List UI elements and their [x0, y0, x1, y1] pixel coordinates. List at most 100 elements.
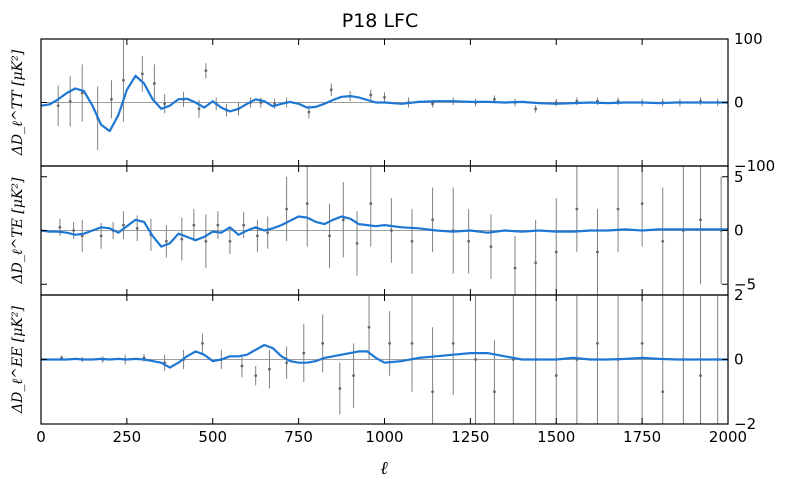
data-point: [489, 245, 493, 249]
data-point: [493, 97, 496, 101]
errorbar-group: [56, 39, 720, 151]
data-point: [575, 207, 579, 211]
data-point: [152, 82, 156, 85]
data-point: [367, 325, 371, 329]
data-point: [110, 97, 113, 101]
data-point: [355, 242, 359, 245]
x-tick-label: 250: [113, 428, 142, 446]
data-point: [554, 374, 558, 378]
data-point: [197, 107, 201, 111]
data-point: [328, 234, 331, 238]
data-point: [389, 229, 393, 232]
data-point: [285, 361, 289, 365]
data-point: [596, 250, 599, 254]
x-axis-label: ℓ: [380, 458, 388, 479]
data-point: [58, 225, 62, 229]
panel-ee: −2 0 2 ΔD_ℓ^EE [μK²]: [10, 286, 756, 433]
data-point: [307, 110, 311, 114]
data-point: [259, 101, 263, 104]
data-point: [242, 223, 246, 227]
data-point: [302, 351, 306, 355]
panel-te: −5 0 5 ΔD_ℓ^TE [μK²]: [10, 165, 756, 296]
data-point: [228, 239, 232, 243]
data-point: [352, 374, 355, 378]
data-point: [341, 218, 345, 222]
y-axis-label: ΔD_ℓ^TE [μK²]: [10, 177, 26, 285]
data-point: [661, 390, 665, 394]
data-point: [661, 239, 665, 243]
data-point: [699, 218, 702, 222]
data-point: [451, 341, 455, 345]
data-point: [616, 207, 620, 211]
data-point: [369, 93, 373, 97]
x-tick-label: 1500: [537, 428, 575, 446]
y-tick-label: 0: [734, 94, 744, 112]
data-point: [163, 102, 167, 106]
data-point: [204, 69, 208, 73]
data-point: [431, 102, 434, 106]
data-point: [699, 374, 702, 378]
chart-title: P18 LFC: [342, 10, 418, 32]
x-tick-label: 1250: [451, 428, 489, 446]
data-point: [122, 78, 125, 82]
data-point: [72, 229, 76, 232]
data-point: [80, 91, 84, 95]
x-axis: 0 250 500 750 1000 1250 1500 1750 2000: [36, 428, 747, 446]
data-point: [285, 207, 289, 211]
data-point: [266, 231, 270, 235]
data-point: [596, 341, 599, 345]
data-point: [256, 234, 259, 238]
data-point: [493, 390, 496, 394]
x-tick-label: 0: [36, 428, 46, 446]
y-tick-label: −100: [734, 157, 775, 175]
data-point: [431, 218, 434, 222]
series-line: [41, 74, 728, 133]
x-tick-label: 1000: [365, 428, 403, 446]
data-point: [122, 223, 125, 227]
data-point: [383, 96, 386, 99]
data-point: [56, 104, 60, 108]
data-point: [68, 99, 72, 103]
panel-tt: −100 0 100 ΔD_ℓ^TT [μK²]: [10, 30, 775, 175]
y-tick-label: 100: [734, 30, 763, 48]
x-tick-label: 2000: [709, 428, 747, 446]
y-tick-label: −5: [734, 275, 756, 293]
data-point: [410, 239, 414, 243]
data-point: [268, 367, 271, 371]
data-point: [216, 223, 220, 227]
y-tick-label: −2: [734, 415, 756, 433]
data-point: [534, 107, 538, 111]
data-point: [338, 387, 342, 390]
data-point: [474, 358, 477, 361]
data-point: [164, 239, 168, 243]
data-point: [640, 202, 644, 206]
data-point: [192, 223, 196, 227]
data-point: [554, 250, 558, 254]
series-line: [41, 343, 728, 369]
series-line: [41, 215, 728, 248]
data-point: [80, 234, 84, 238]
y-axis-label: ΔD_ℓ^TT [μK²]: [10, 49, 26, 156]
data-point: [640, 341, 644, 345]
data-point: [467, 239, 471, 243]
x-tick-label: 1750: [623, 428, 661, 446]
data-point: [321, 341, 325, 345]
data-point: [388, 341, 392, 345]
data-point: [140, 72, 144, 76]
data-point: [534, 261, 538, 265]
x-tick-label: 750: [284, 428, 313, 446]
data-point: [369, 202, 373, 206]
data-point: [305, 202, 309, 206]
y-tick-label: 0: [734, 222, 744, 240]
y-tick-label: 2: [734, 286, 744, 304]
y-axis-label: ΔD_ℓ^EE [μK²]: [10, 306, 26, 414]
data-point: [204, 239, 208, 243]
data-point: [99, 234, 103, 238]
data-point: [410, 341, 414, 345]
data-point: [254, 374, 258, 378]
data-point: [201, 341, 204, 345]
x-tick-label: 500: [198, 428, 227, 446]
y-tick-label: 0: [734, 351, 744, 369]
